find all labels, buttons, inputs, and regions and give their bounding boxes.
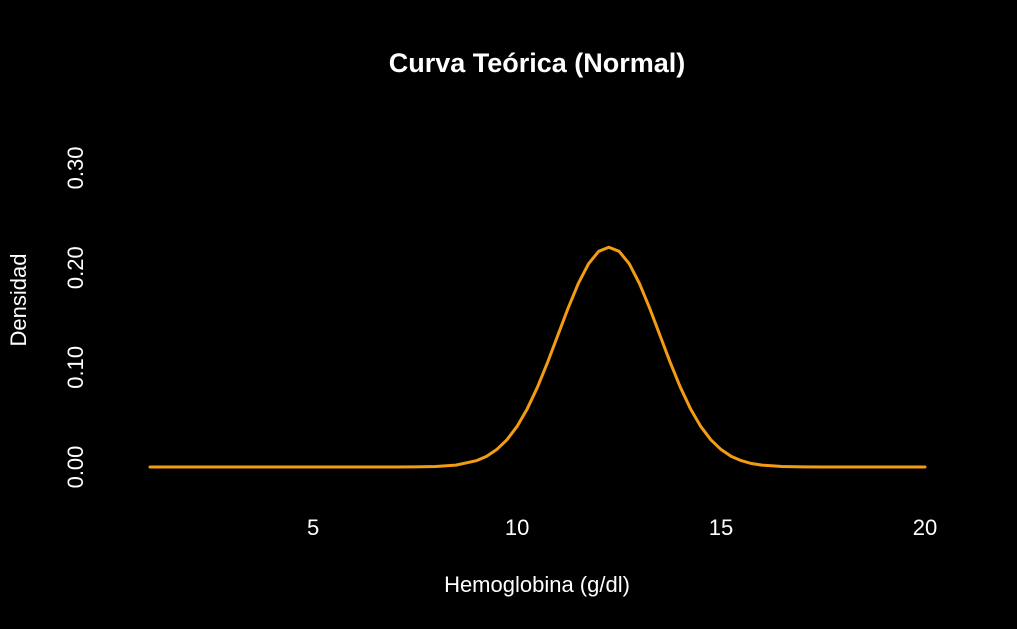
density-curve [148, 245, 927, 469]
y-axis-label: Densidad [6, 254, 31, 347]
chart-title: Curva Teórica (Normal) [389, 48, 686, 78]
x-tick-label: 5 [307, 515, 319, 540]
x-axis-ticks: 5 10 15 20 [307, 515, 937, 540]
x-axis-label: Hemoglobina (g/dl) [444, 572, 630, 597]
y-tick-label: 0.20 [63, 246, 88, 289]
x-tick-label: 20 [913, 515, 937, 540]
x-tick-label: 10 [505, 515, 529, 540]
y-tick-label: 0.30 [63, 147, 88, 190]
y-axis-ticks: 0.00 0.10 0.20 0.30 [63, 147, 88, 489]
y-tick-label: 0.10 [63, 346, 88, 389]
x-tick-label: 15 [709, 515, 733, 540]
y-tick-label: 0.00 [63, 446, 88, 489]
